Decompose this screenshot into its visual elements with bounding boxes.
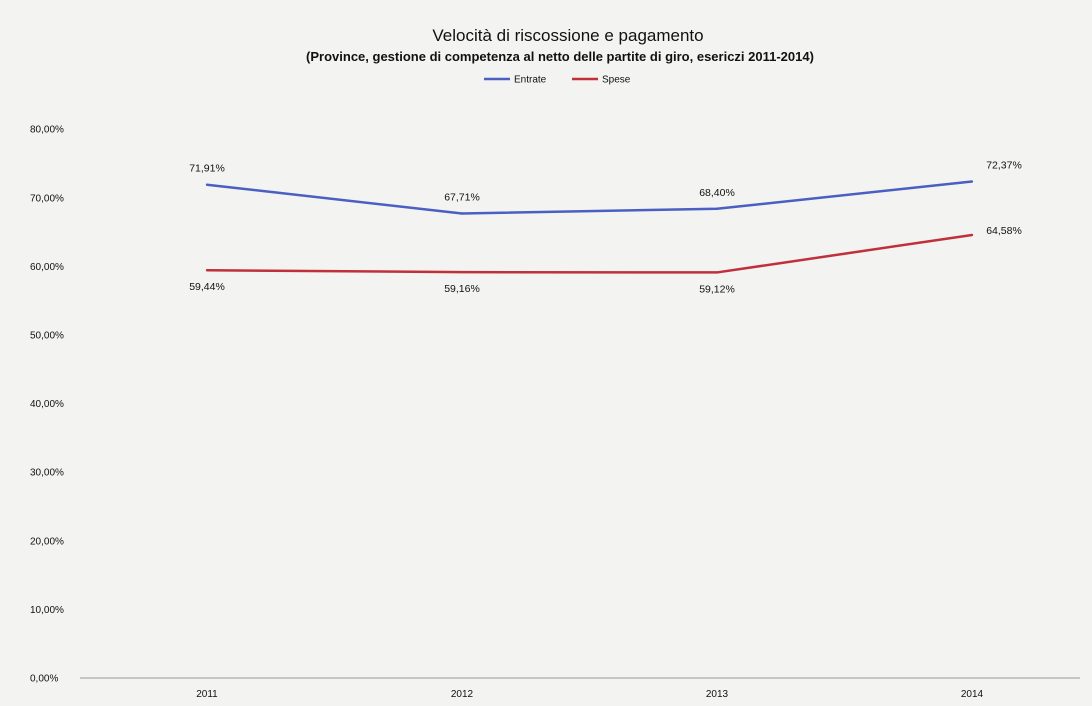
legend-label-0: Entrate [514,75,547,86]
x-tick-label: 2011 [196,689,218,700]
data-point-entrate [715,207,719,210]
y-tick-label: 40,00% [30,399,64,410]
y-tick-label: 20,00% [30,536,64,547]
y-tick-label: 30,00% [30,468,64,479]
chart-subtitle: (Province, gestione di competenza al net… [306,49,814,64]
data-point-spese [460,270,464,274]
data-point-entrate [970,180,974,183]
data-label-entrate: 71,91% [189,163,225,175]
y-tick-label: 80,00% [30,125,64,136]
x-axis: 2011 2012 2013 2014 [80,677,1080,700]
legend: Entrate Spese [484,75,631,86]
y-tick-label: 10,00% [30,605,64,616]
data-label-spese: 59,44% [189,281,225,293]
data-point-spese [205,269,209,272]
chart-title: Velocità di riscossione e pagamento [432,26,703,45]
data-point-entrate [460,212,464,215]
data-label-entrate: 72,37% [986,160,1022,172]
y-axis: 0,00% 10,00% 20,00% 30,00% 40,00% 50,00% 60,00… [30,125,64,685]
series-line-spese [206,233,973,274]
x-tick-label: 2013 [706,689,729,700]
y-tick-label: 50,00% [30,331,64,342]
x-tick-label: 2014 [961,689,984,700]
y-tick-label: 70,00% [30,193,64,204]
x-tick-label: 2012 [451,689,474,700]
data-label-spese: 64,58% [986,225,1022,237]
data-point-entrate [205,183,209,186]
data-label-entrate: 68,40% [699,187,735,199]
data-label-spese: 59,16% [444,283,480,295]
data-label-spese: 59,12% [699,283,735,295]
data-point-spese [970,233,974,237]
y-tick-label: 0,00% [30,674,58,685]
data-label-entrate: 67,71% [444,192,480,204]
legend-label-1: Spese [602,75,631,86]
series-layer: 71,91% 67,71% 68,40% 72,37% 59,44% 59,16% 59,1… [189,160,1022,296]
data-point-spese [715,271,719,274]
series-line-entrate [206,180,973,215]
y-tick-label: 60,00% [30,262,64,273]
